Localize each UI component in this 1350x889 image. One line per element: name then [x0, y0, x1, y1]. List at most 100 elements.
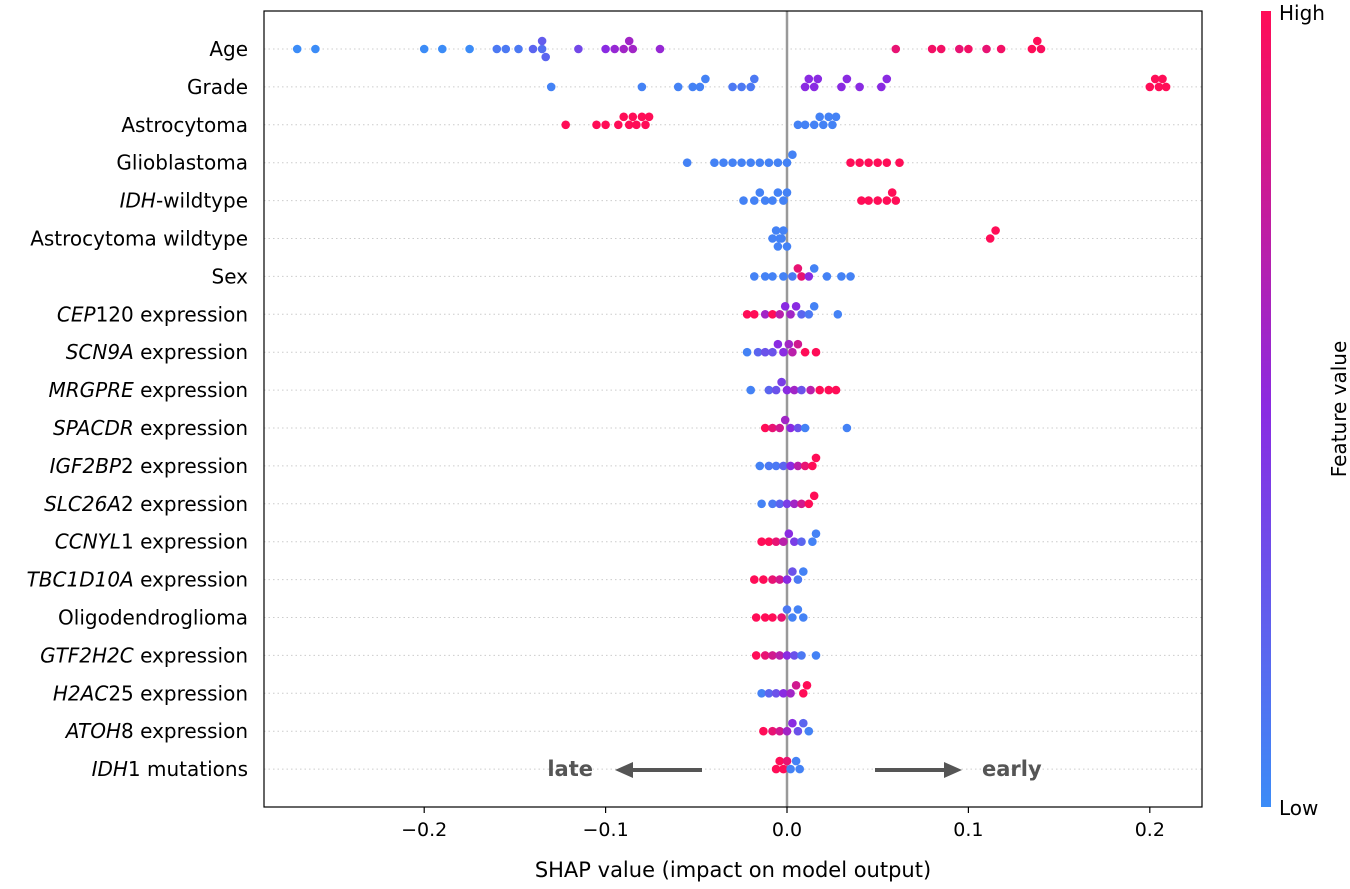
feature-label: Astrocytoma: [121, 113, 248, 137]
shap-point: [797, 385, 806, 395]
feature-label: SLC26A2 expression: [44, 492, 248, 516]
shap-point: [768, 272, 777, 281]
shap-point: [882, 158, 892, 167]
plot-frame: [263, 10, 1203, 808]
shap-point: [791, 681, 801, 690]
shap-point: [768, 499, 777, 509]
shap-point: [782, 188, 792, 197]
shap-point: [764, 689, 774, 698]
feature-label-part: Glioblastoma: [116, 151, 248, 175]
shap-point: [782, 385, 792, 395]
shap-point: [655, 44, 665, 54]
shap-point: [619, 112, 628, 122]
shap-point: [831, 385, 841, 395]
shap-point: [757, 499, 766, 509]
shap-point: [628, 112, 638, 122]
shap-point: [795, 764, 804, 774]
shap-point: [541, 52, 550, 62]
shap-point: [799, 613, 808, 622]
shap-point: [788, 613, 797, 622]
shap-point: [800, 82, 810, 92]
shap-point: [624, 120, 634, 130]
shap-point: [797, 651, 806, 660]
shap-point: [793, 120, 803, 130]
shap-point: [1154, 82, 1164, 92]
shap-point: [788, 347, 797, 357]
shap-point: [644, 112, 654, 122]
shap-point: [673, 82, 683, 92]
shap-point: [771, 537, 781, 546]
shap-point: [786, 310, 795, 319]
feature-label-part: expression: [134, 416, 248, 440]
shap-point: [775, 575, 784, 584]
feature-label-part: H2AC: [53, 681, 108, 705]
shap-point: [779, 347, 788, 357]
shap-point: [791, 302, 801, 311]
feature-label-part: expression: [134, 378, 248, 402]
shap-point: [775, 756, 784, 766]
shap-point: [790, 651, 799, 660]
feature-label-part: 8 expression: [121, 719, 248, 743]
shap-point: [775, 310, 784, 319]
shap-point: [780, 415, 790, 425]
shap-point: [777, 613, 786, 622]
shap-point: [750, 310, 759, 319]
shap-point: [610, 44, 619, 54]
feature-label-part: MRGPRE: [49, 378, 135, 402]
shap-point: [768, 613, 777, 622]
shap-point: [927, 44, 937, 54]
shap-point: [601, 44, 610, 54]
shap-point: [828, 120, 837, 130]
feature-label: ATOH8 expression: [64, 719, 248, 743]
shap-point: [809, 302, 819, 311]
feature-label: Age: [209, 37, 248, 61]
shap-point: [855, 82, 864, 92]
shap-point: [760, 423, 770, 433]
shap-point: [632, 120, 641, 130]
shap-point: [782, 499, 792, 509]
shap-point: [759, 575, 768, 584]
shap-point: [682, 158, 692, 167]
shap-point: [746, 158, 755, 167]
shap-point: [739, 196, 748, 205]
shap-point: [537, 44, 547, 54]
feature-label: SCN9A expression: [66, 340, 248, 364]
feature-label-part: SLC26A: [44, 492, 121, 516]
shap-point: [773, 158, 783, 167]
shap-point: [864, 196, 873, 205]
shap-point: [887, 188, 897, 197]
shap-points: [292, 36, 1171, 774]
shap-point: [501, 44, 511, 54]
late-arrow: [615, 762, 702, 778]
shap-point: [811, 347, 821, 357]
colorbar-high-label: High: [1279, 1, 1325, 25]
shap-point: [1027, 44, 1037, 54]
shap-point: [996, 44, 1006, 54]
shap-point: [824, 112, 833, 122]
shap-point: [857, 196, 866, 205]
shap-point: [804, 310, 814, 319]
shap-point: [864, 158, 873, 167]
shap-point: [790, 537, 799, 546]
shap-point: [891, 44, 901, 54]
shap-point: [936, 44, 946, 54]
shap-point: [755, 158, 765, 167]
shap-point: [788, 272, 797, 281]
shap-point: [804, 499, 814, 509]
shap-point: [797, 499, 806, 509]
feature-label-part: expression: [134, 643, 248, 667]
late-label: late: [547, 757, 593, 781]
shap-point: [750, 575, 759, 584]
shap-point: [601, 120, 610, 130]
shap-point: [710, 158, 719, 167]
shap-point: [815, 112, 824, 122]
shap-point: [793, 575, 803, 584]
row-gridlines: [264, 48, 1202, 770]
shap-point: [804, 726, 814, 736]
shap-point: [831, 112, 841, 122]
shap-point: [873, 196, 882, 205]
shap-point: [837, 82, 846, 92]
feature-label: CCNYL1 expression: [55, 530, 248, 554]
feature-label-part: expression: [134, 340, 248, 364]
